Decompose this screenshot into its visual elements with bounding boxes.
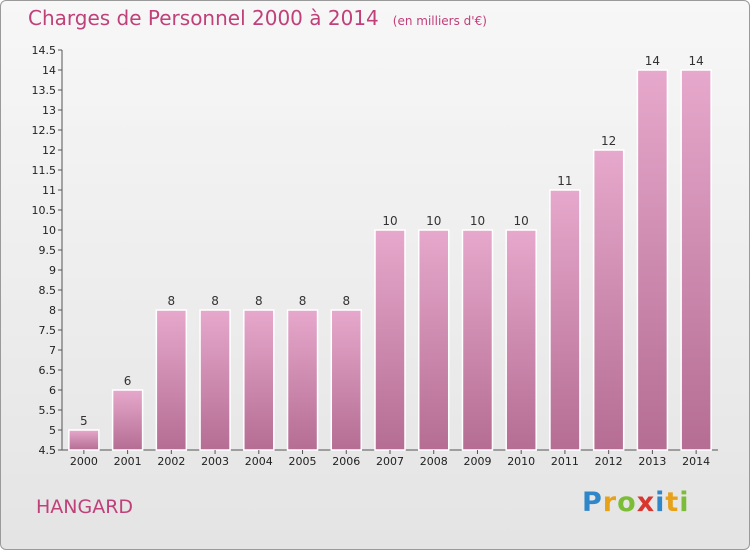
x-tick-label: 2005 (289, 455, 317, 468)
y-tick-label: 13.5 (32, 84, 57, 97)
x-tick-label: 2006 (332, 455, 360, 468)
y-tick-label: 10.5 (32, 204, 57, 217)
y-tick-label: 13 (42, 104, 56, 117)
bar-2011 (549, 189, 581, 451)
x-tick-label: 2013 (638, 455, 666, 468)
y-tick-label: 5 (49, 424, 56, 437)
bar-value-label: 8 (299, 294, 307, 308)
bar-value-label: 6 (124, 374, 132, 388)
bar-2006 (330, 309, 363, 451)
y-tick-label: 11.5 (32, 164, 57, 177)
bar-2002 (155, 309, 188, 451)
y-tick-label: 14 (42, 64, 56, 77)
bar-2000 (68, 429, 100, 451)
bar-value-label: 10 (470, 214, 485, 228)
x-tick-label: 2014 (682, 455, 710, 468)
y-tick-label: 6.5 (39, 364, 57, 377)
logo-letter: r (602, 487, 618, 518)
bar-2010 (505, 229, 537, 451)
chart-unit-note: (en milliers d'€) (392, 14, 487, 28)
y-tick-label: 6 (49, 384, 56, 397)
x-tick-label: 2008 (420, 455, 448, 468)
logo-letter: i (655, 487, 666, 518)
x-tick-label: 2010 (507, 455, 535, 468)
logo-letter: o (617, 487, 637, 518)
bar-value-label: 12 (601, 134, 616, 148)
bar-2005 (286, 309, 319, 451)
y-tick-label: 4.5 (39, 444, 57, 457)
x-tick-label: 2000 (70, 455, 98, 468)
y-tick-label: 12 (42, 144, 56, 157)
bar-2008 (417, 229, 450, 451)
chart-title-text: Charges de Personnel 2000 à 2014 (28, 6, 379, 30)
logo-letter: P (582, 487, 603, 518)
bar-2003 (199, 309, 231, 451)
bar-value-label: 8 (255, 294, 263, 308)
x-tick-label: 2002 (157, 455, 185, 468)
y-tick-label: 8 (49, 304, 56, 317)
bar-2004 (243, 309, 275, 451)
chart-title: Charges de Personnel 2000 à 2014 (en mill… (28, 6, 487, 30)
y-tick-label: 9 (49, 264, 56, 277)
proxiti-logo: Proxiti (582, 487, 690, 518)
bar-value-label: 8 (168, 294, 176, 308)
x-tick-label: 2003 (201, 455, 229, 468)
y-tick-label: 7 (49, 344, 56, 357)
x-tick-label: 2012 (595, 455, 623, 468)
x-tick-label: 2007 (376, 455, 404, 468)
y-tick-label: 10 (42, 224, 56, 237)
y-tick-label: 5.5 (39, 404, 57, 417)
bar-value-label: 10 (382, 214, 397, 228)
bar-value-label: 8 (342, 294, 350, 308)
x-tick-label: 2001 (114, 455, 142, 468)
logo-letter: i (679, 487, 690, 518)
bar-value-label: 8 (211, 294, 219, 308)
bar-value-label: 10 (426, 214, 441, 228)
bar-value-label: 11 (557, 174, 572, 188)
y-tick-label: 7.5 (39, 324, 57, 337)
y-tick-label: 11 (42, 184, 56, 197)
bar-2007 (374, 229, 406, 451)
bar-2014 (680, 69, 712, 451)
bar-2012 (592, 149, 625, 451)
bar-value-label: 14 (688, 54, 703, 68)
x-tick-label: 2009 (463, 455, 491, 468)
y-tick-label: 14.5 (32, 44, 57, 57)
y-tick-label: 12.5 (32, 124, 57, 137)
logo-letter: x (636, 487, 656, 518)
x-tick-label: 2011 (551, 455, 579, 468)
bar-value-label: 5 (80, 414, 88, 428)
logo-letter: t (665, 487, 680, 518)
bar-2009 (461, 229, 494, 451)
commune-name: HANGARD (36, 496, 134, 518)
bar-value-label: 10 (514, 214, 529, 228)
y-tick-label: 9.5 (39, 244, 57, 257)
bar-2013 (636, 69, 669, 451)
y-tick-label: 8.5 (39, 284, 57, 297)
bar-value-label: 14 (645, 54, 660, 68)
x-tick-label: 2004 (245, 455, 273, 468)
bar-2001 (111, 389, 144, 451)
